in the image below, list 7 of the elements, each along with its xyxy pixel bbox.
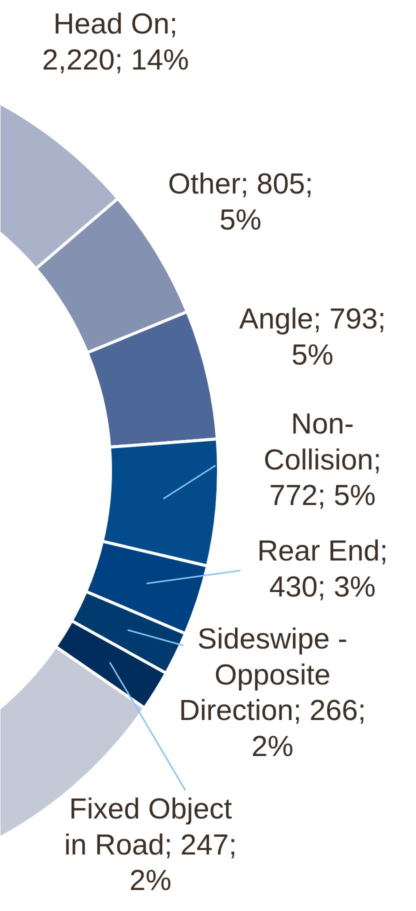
slice-label: Non-Collision; 772; 5%: [264, 408, 382, 512]
slice-label: Fixed Object in Road; 247; 2%: [64, 794, 237, 898]
slice-label: Sideswipe - Opposite Direction; 266; 2%: [179, 624, 366, 764]
slice-label: Head On; 2,220; 14%: [42, 8, 189, 76]
slice-label: Rear End; 430; 3%: [257, 536, 388, 604]
slice-label: Angle; 793; 5%: [239, 304, 386, 372]
slice-label: Other; 805; 5%: [168, 168, 314, 236]
